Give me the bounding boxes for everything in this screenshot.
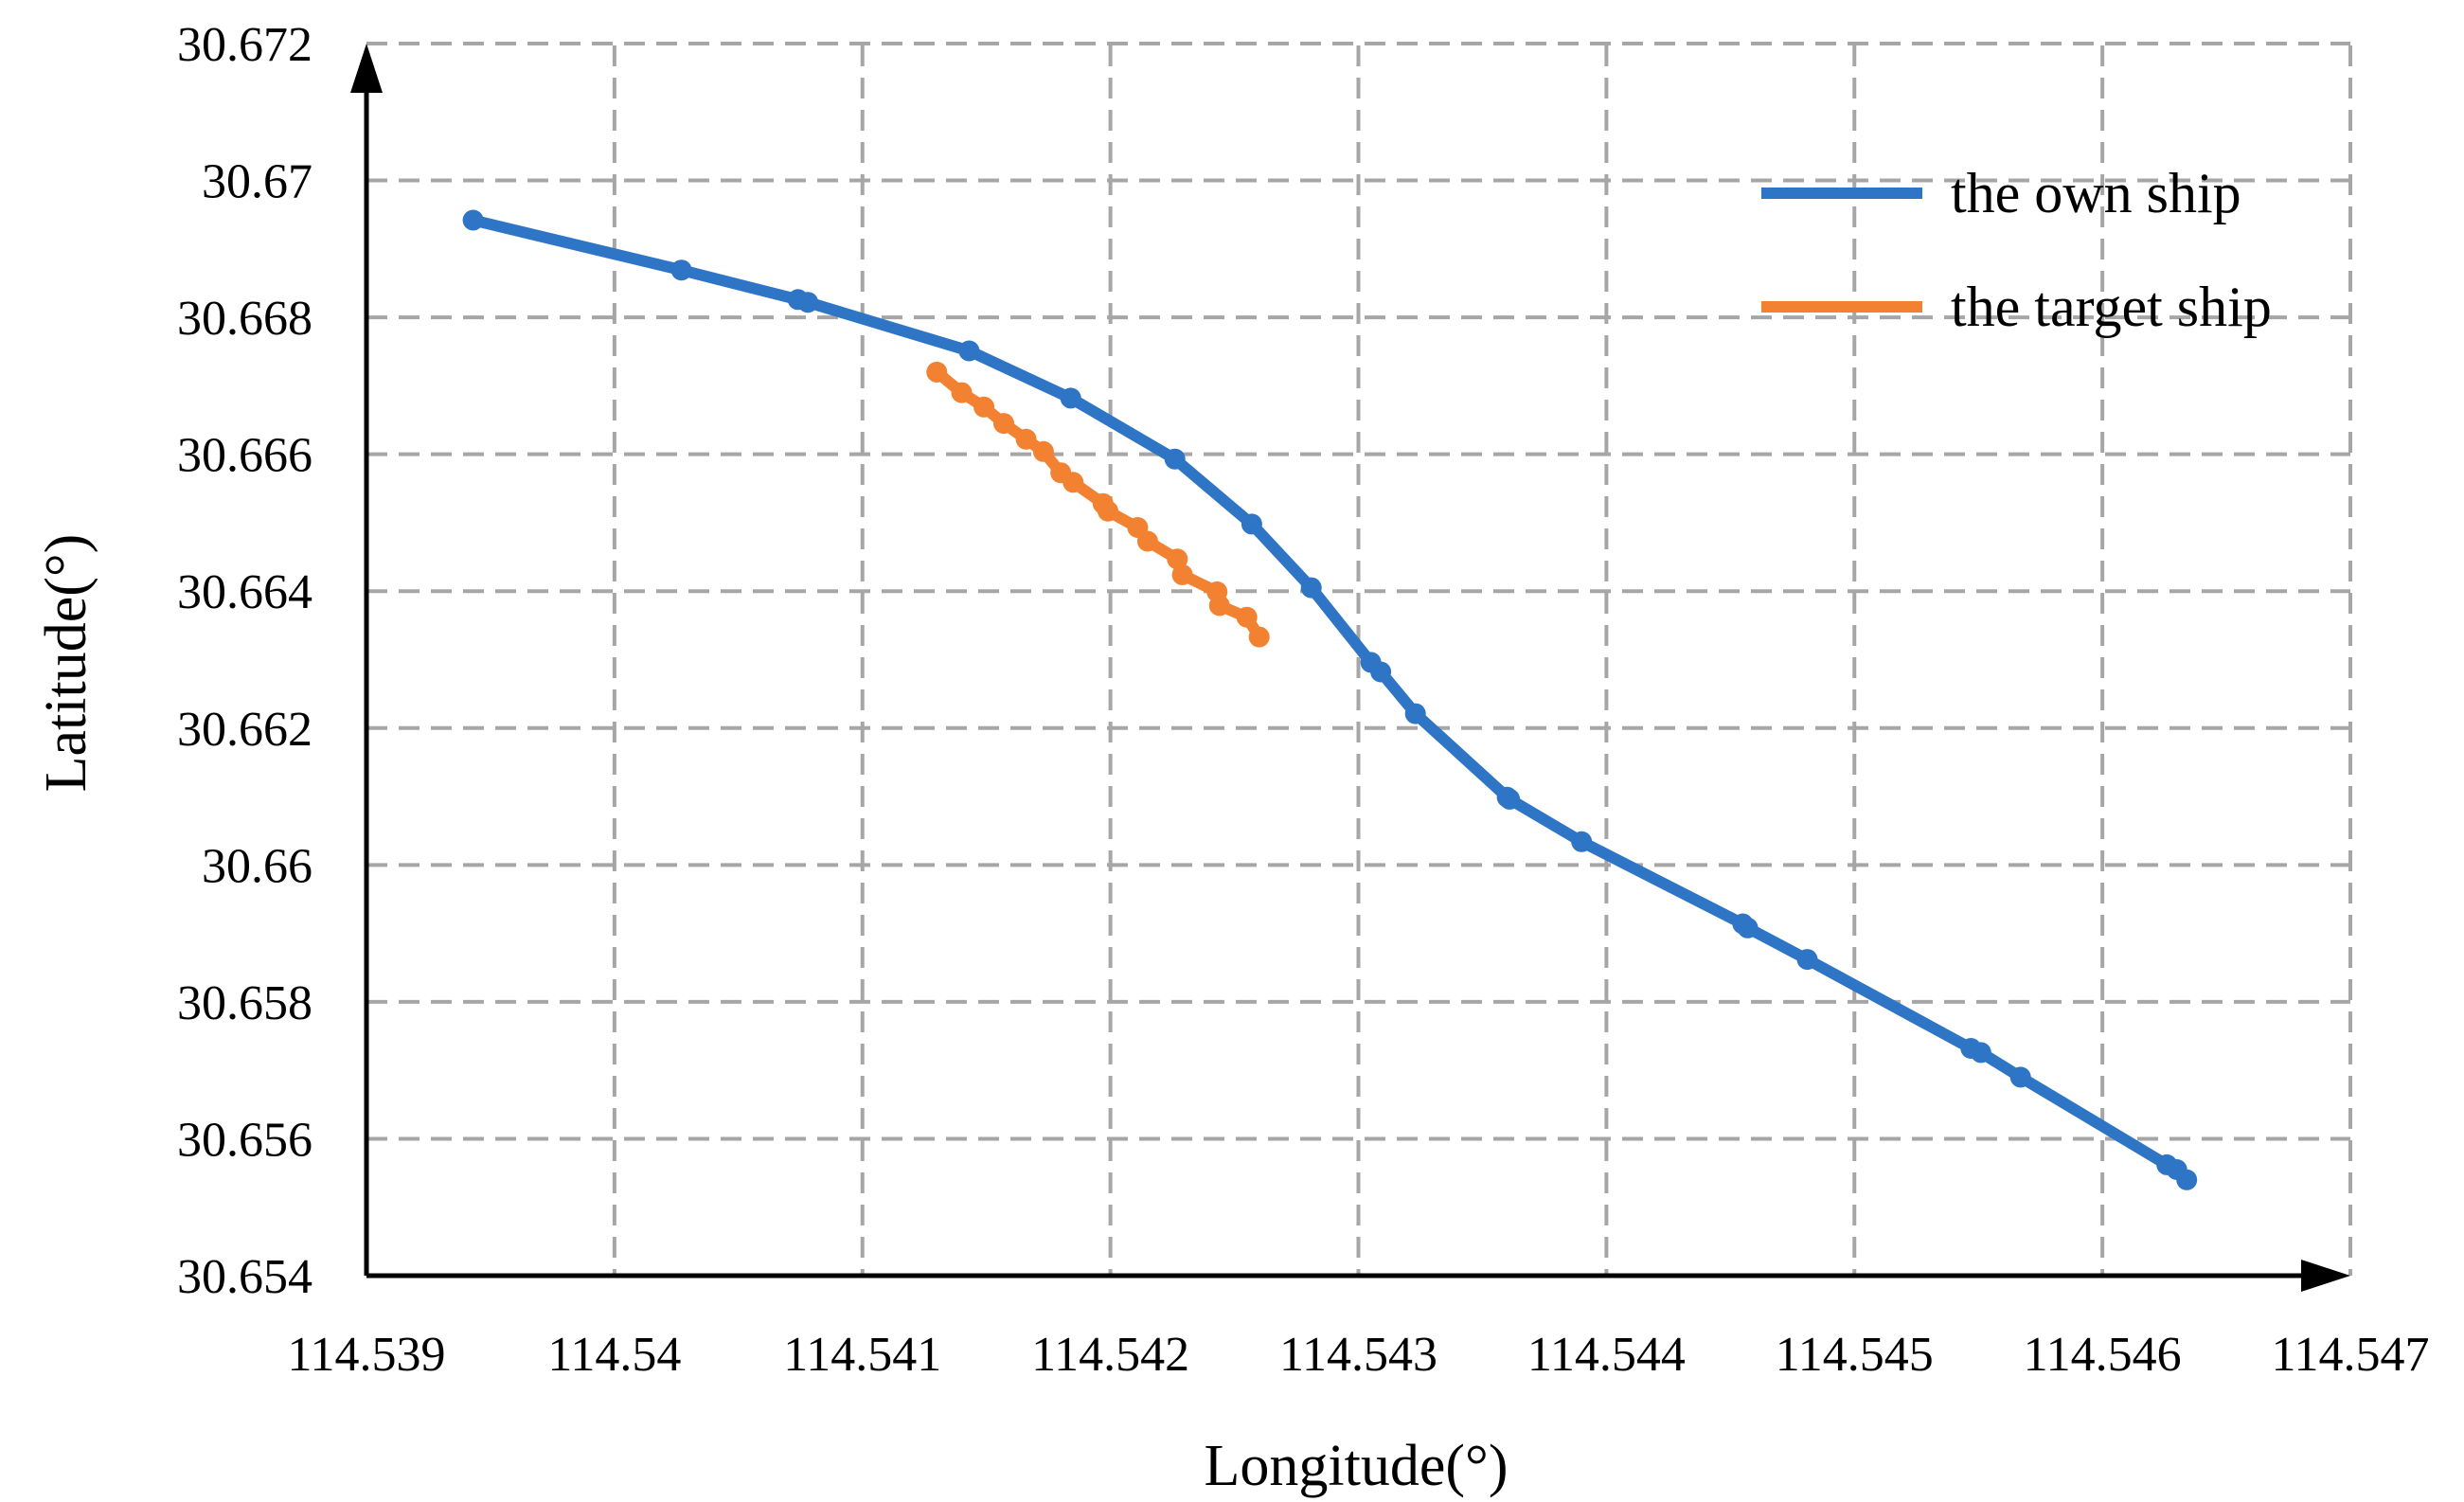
legend: the own ship the target ship — [1761, 162, 2272, 338]
data-point — [1571, 831, 1593, 852]
y-tick-label: 30.662 — [177, 703, 312, 757]
legend-item: the target ship — [1761, 276, 2272, 338]
y-tick-label: 30.656 — [177, 1113, 312, 1167]
series — [462, 209, 2198, 1190]
x-tick-label: 114.546 — [2024, 1328, 2182, 1382]
data-point — [1970, 1042, 1991, 1064]
x-tick-label: 114.539 — [287, 1328, 445, 1382]
y-tick-label: 30.672 — [177, 18, 312, 72]
x-tick-label: 114.547 — [2271, 1328, 2429, 1382]
data-point — [958, 340, 980, 362]
data-point — [1404, 703, 1426, 724]
y-tick-label: 30.654 — [177, 1250, 312, 1304]
y-axis-title: Latitude(°) — [34, 534, 98, 793]
data-point — [1241, 513, 1262, 535]
y-tick-label: 30.66 — [202, 839, 312, 893]
x-tick-label: 114.542 — [1031, 1328, 1189, 1382]
series-1 — [926, 361, 1270, 648]
tick-labels: 114.539 114.54 114.541 114.542 114.543 114.54… — [177, 18, 2430, 1382]
data-point — [797, 292, 819, 313]
data-point — [1167, 548, 1188, 570]
data-point — [462, 209, 484, 231]
data-point — [2176, 1169, 2198, 1190]
data-point — [1737, 917, 1759, 939]
y-tick-label: 30.67 — [202, 155, 312, 209]
data-point — [1015, 428, 1037, 450]
y-tick-label: 30.658 — [177, 976, 312, 1030]
data-point — [973, 396, 995, 418]
grid — [366, 42, 2352, 1276]
x-tick-label: 114.543 — [1279, 1328, 1437, 1382]
data-point — [1499, 788, 1521, 810]
y-tick-label: 30.666 — [177, 429, 312, 483]
data-point — [1164, 448, 1186, 470]
axes — [350, 44, 2350, 1292]
data-point — [1208, 595, 1230, 617]
series-line — [467, 214, 2193, 1186]
data-point — [670, 259, 692, 281]
data-point — [1032, 440, 1054, 462]
x-axis-title: Longitude(°) — [1205, 1434, 1509, 1498]
data-point — [2009, 1066, 2031, 1088]
data-point — [1171, 563, 1193, 585]
x-tick-label: 114.545 — [1776, 1328, 1934, 1382]
data-point — [1062, 472, 1084, 493]
data-point — [993, 413, 1014, 435]
data-point — [1248, 626, 1270, 648]
legend-label: the target ship — [1951, 276, 2272, 338]
data-point — [1796, 949, 1818, 971]
y-tick-label: 30.668 — [177, 292, 312, 346]
legend-label: the own ship — [1951, 162, 2241, 224]
x-axis-arrow — [2301, 1260, 2350, 1292]
y-axis-arrow — [350, 44, 383, 93]
x-tick-label: 114.544 — [1527, 1328, 1686, 1382]
data-point — [1136, 530, 1158, 552]
data-point — [951, 382, 973, 403]
legend-item: the own ship — [1761, 162, 2241, 224]
data-point — [1370, 661, 1392, 683]
series-0 — [462, 209, 2198, 1190]
data-point — [1236, 606, 1258, 628]
y-tick-label: 30.664 — [177, 565, 312, 619]
x-tick-label: 114.541 — [783, 1328, 941, 1382]
data-point — [1098, 500, 1118, 522]
data-point — [1060, 387, 1081, 409]
data-point — [926, 361, 948, 383]
data-point — [1300, 577, 1322, 599]
x-tick-label: 114.54 — [547, 1328, 681, 1382]
